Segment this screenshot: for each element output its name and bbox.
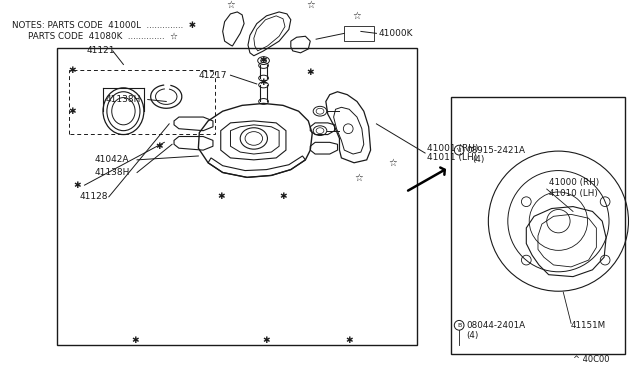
Text: (4): (4) <box>466 330 478 340</box>
Text: ✱: ✱ <box>260 77 268 87</box>
Text: ☆: ☆ <box>388 158 397 168</box>
Text: ^ 40C00: ^ 40C00 <box>573 355 609 364</box>
Text: ✱: ✱ <box>156 142 163 151</box>
Text: PARTS CODE  41080K  ..............  ☆: PARTS CODE 41080K .............. ☆ <box>28 31 178 41</box>
Bar <box>57 48 417 345</box>
Text: ✱: ✱ <box>68 66 76 75</box>
Text: 41001 (RH): 41001 (RH) <box>427 144 479 153</box>
Text: 41011 (LH): 41011 (LH) <box>427 153 477 163</box>
Text: (4): (4) <box>472 155 484 164</box>
Text: ☆: ☆ <box>306 0 315 10</box>
Text: ☆: ☆ <box>226 0 235 10</box>
Text: ☆: ☆ <box>355 172 364 182</box>
Text: ✱: ✱ <box>279 192 287 201</box>
Text: B: B <box>457 323 461 328</box>
Text: ✱: ✱ <box>217 192 225 201</box>
Text: 08044-2401A: 08044-2401A <box>466 321 525 330</box>
Bar <box>344 26 374 41</box>
Text: V: V <box>457 148 461 153</box>
Text: ☆: ☆ <box>353 11 362 21</box>
Text: 41128: 41128 <box>79 192 108 201</box>
Text: ✱: ✱ <box>263 336 270 345</box>
Text: ✱: ✱ <box>73 181 81 190</box>
Text: 41121: 41121 <box>86 46 115 55</box>
Text: 41151M: 41151M <box>571 321 606 330</box>
Text: 41217: 41217 <box>198 71 227 80</box>
Text: ✱: ✱ <box>307 68 314 77</box>
Text: 41042A: 41042A <box>94 155 129 164</box>
Text: 41138H: 41138H <box>106 95 141 104</box>
Text: ✱: ✱ <box>68 107 76 116</box>
Text: 41000K: 41000K <box>378 29 413 38</box>
Bar <box>451 97 625 355</box>
Text: 41010 (LH): 41010 (LH) <box>548 189 598 198</box>
Text: ✱: ✱ <box>260 56 268 65</box>
Text: ✱: ✱ <box>131 336 139 345</box>
Text: NOTES: PARTS CODE  41000L  ..............  ✱: NOTES: PARTS CODE 41000L .............. … <box>13 21 196 30</box>
Text: 41138H: 41138H <box>94 168 130 177</box>
Text: 41000 (RH): 41000 (RH) <box>548 178 599 187</box>
Text: 08915-2421A: 08915-2421A <box>466 145 525 155</box>
Text: ✱: ✱ <box>346 336 353 345</box>
